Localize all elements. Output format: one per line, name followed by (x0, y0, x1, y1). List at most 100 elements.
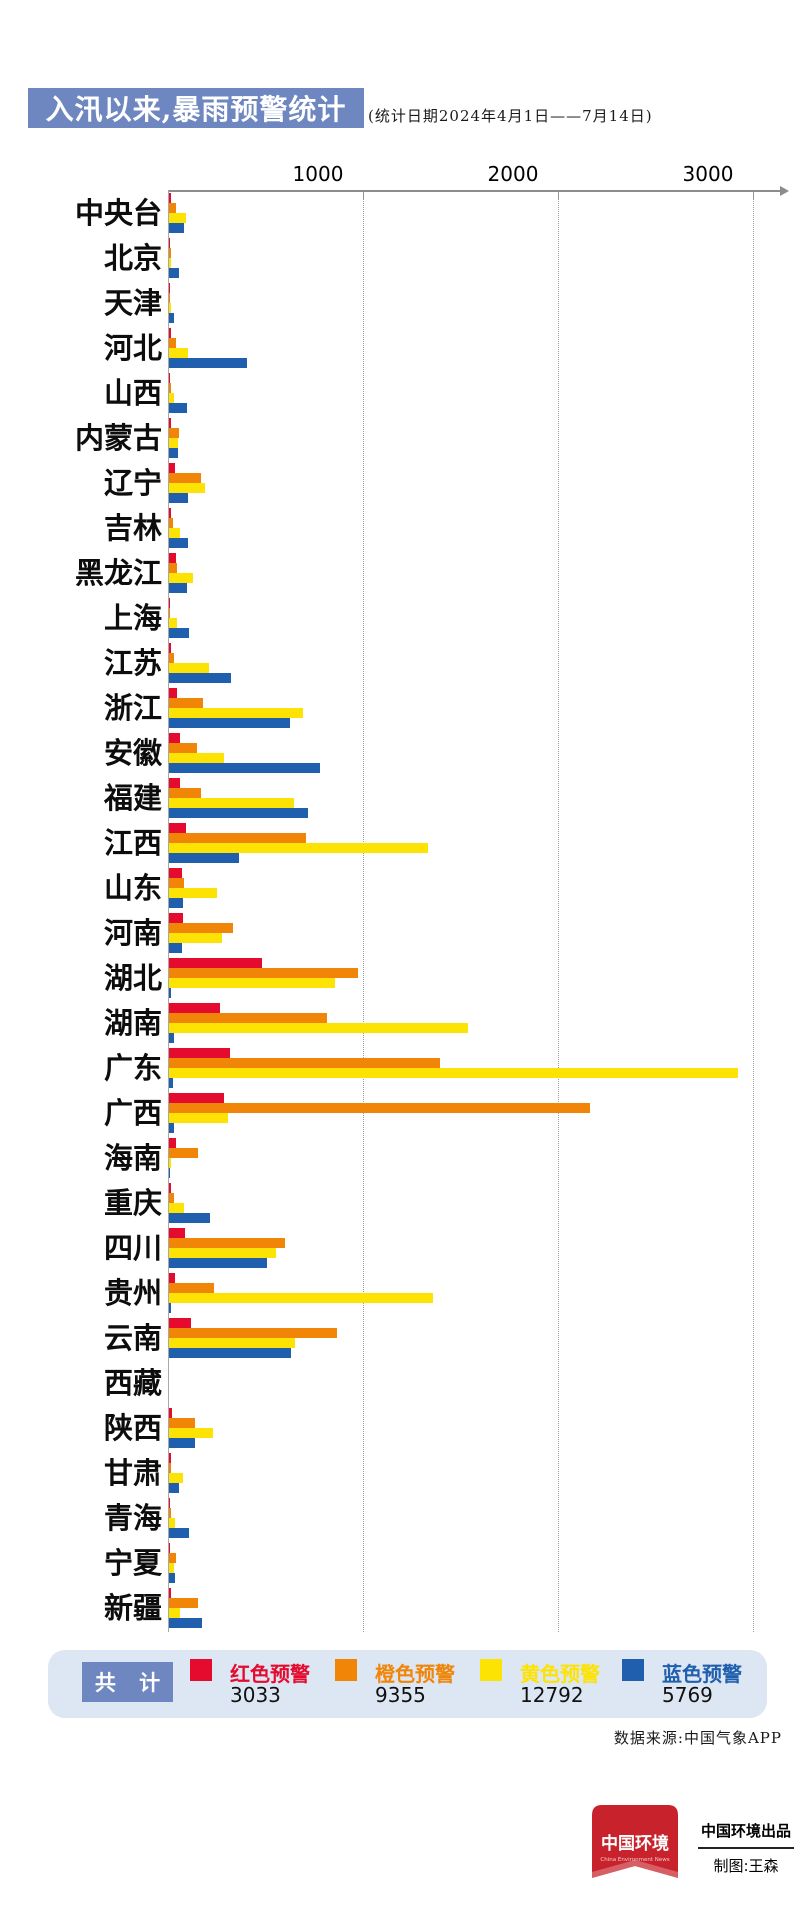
bar-blue (169, 358, 247, 368)
bar-red (169, 1003, 220, 1013)
bar-red (169, 1183, 171, 1193)
bar-blue (169, 1438, 196, 1448)
category-label: 江苏 (103, 646, 162, 680)
bar-rows: 中央台 北京 天津 河北 山西 内蒙古 辽宁 (0, 191, 800, 1631)
bar-orange (169, 1193, 174, 1203)
bar-orange (169, 833, 307, 843)
bar-group (169, 283, 174, 323)
bar-yellow (169, 1338, 295, 1348)
category-label: 吉林 (103, 511, 162, 545)
bar-orange (169, 1148, 199, 1158)
bar-orange (169, 788, 202, 798)
bar-group (169, 418, 179, 458)
bar-blue (169, 853, 240, 863)
publisher-line: 中国环境出品 (700, 1822, 791, 1840)
bar-orange (169, 338, 176, 348)
legend-label: 黄色预警 (520, 1662, 600, 1686)
category-label: 中央台 (74, 196, 162, 230)
bar-red (169, 553, 176, 563)
bar-red (169, 1498, 170, 1508)
bar-orange (169, 1508, 171, 1518)
bar-orange (169, 473, 202, 483)
bar-group (169, 1093, 591, 1133)
bar-orange (169, 1238, 286, 1248)
legend-total-value: 3033 (230, 1683, 281, 1707)
category-row: 上海 (0, 596, 800, 641)
category-row: 安徽 (0, 731, 800, 776)
bar-yellow (169, 1023, 469, 1033)
bar-yellow (169, 348, 188, 358)
bar-blue (169, 1348, 291, 1358)
category-row: 青海 (0, 1496, 800, 1541)
category-row: 湖南 (0, 1001, 800, 1046)
bar-group (169, 733, 321, 773)
bar-red (169, 1228, 185, 1238)
category-row: 海南 (0, 1136, 800, 1181)
bar-yellow (169, 1203, 184, 1213)
category-label: 内蒙古 (74, 421, 162, 455)
data-source-note: 数据来源:中国气象APP (613, 1729, 782, 1747)
bar-blue (169, 403, 187, 413)
x-axis-line (168, 186, 789, 196)
bar-yellow (169, 393, 174, 403)
category-row: 辽宁 (0, 461, 800, 506)
bar-group (169, 868, 217, 908)
bar-group (169, 643, 232, 683)
bar-blue (169, 763, 321, 773)
bar-red (169, 1138, 176, 1148)
bar-yellow (169, 1473, 183, 1483)
bar-red (169, 733, 180, 743)
bar-red (169, 1408, 172, 1418)
bar-red (169, 373, 170, 383)
bar-orange (169, 698, 204, 708)
category-row: 甘肃 (0, 1451, 800, 1496)
bar-yellow (169, 843, 429, 853)
bar-red (169, 913, 183, 923)
bar-group (169, 238, 179, 278)
category-label: 河北 (103, 331, 162, 365)
bar-blue (169, 1078, 173, 1088)
y-axis-line (168, 190, 169, 1632)
category-row: 山西 (0, 371, 800, 416)
bar-blue (169, 1528, 189, 1538)
bar-blue (169, 673, 232, 683)
bar-blue (169, 628, 189, 638)
category-row: 四川 (0, 1226, 800, 1271)
bar-group (169, 598, 189, 638)
category-label: 浙江 (103, 691, 162, 725)
bar-red (169, 418, 171, 428)
bar-blue (169, 943, 182, 953)
bar-orange (169, 878, 184, 888)
category-label: 青海 (103, 1501, 162, 1535)
credits-divider (698, 1847, 794, 1849)
bar-group (169, 778, 309, 818)
bar-orange (169, 608, 170, 618)
bar-red (169, 688, 177, 698)
tick-label-3000: 3000 (682, 162, 734, 186)
legend-total-label: 共 计 (82, 1662, 173, 1702)
page-subtitle: (统计日期2024年4月1日——7月14日) (368, 107, 653, 125)
category-row: 浙江 (0, 686, 800, 731)
logo-title-text: 中国环境 (601, 1833, 669, 1854)
category-label: 西藏 (103, 1366, 162, 1400)
bar-orange (169, 1058, 441, 1068)
category-row: 宁夏 (0, 1541, 800, 1586)
bar-yellow (169, 438, 178, 448)
category-row: 福建 (0, 776, 800, 821)
bar-red (169, 1048, 231, 1058)
gridline-2000 (558, 192, 559, 1632)
bar-yellow (169, 798, 294, 808)
bar-yellow (169, 753, 224, 763)
bar-yellow (169, 213, 186, 223)
bar-yellow (169, 978, 335, 988)
bar-orange (169, 653, 174, 663)
bar-blue (169, 1168, 170, 1178)
logo-subtitle-text: China Environment News (600, 1857, 669, 1863)
bar-red (169, 868, 182, 878)
bar-blue (169, 1258, 268, 1268)
bar-yellow (169, 528, 180, 538)
bar-group (169, 328, 247, 368)
bar-group (169, 1003, 469, 1043)
category-row: 天津 (0, 281, 800, 326)
bar-yellow (169, 1158, 171, 1168)
